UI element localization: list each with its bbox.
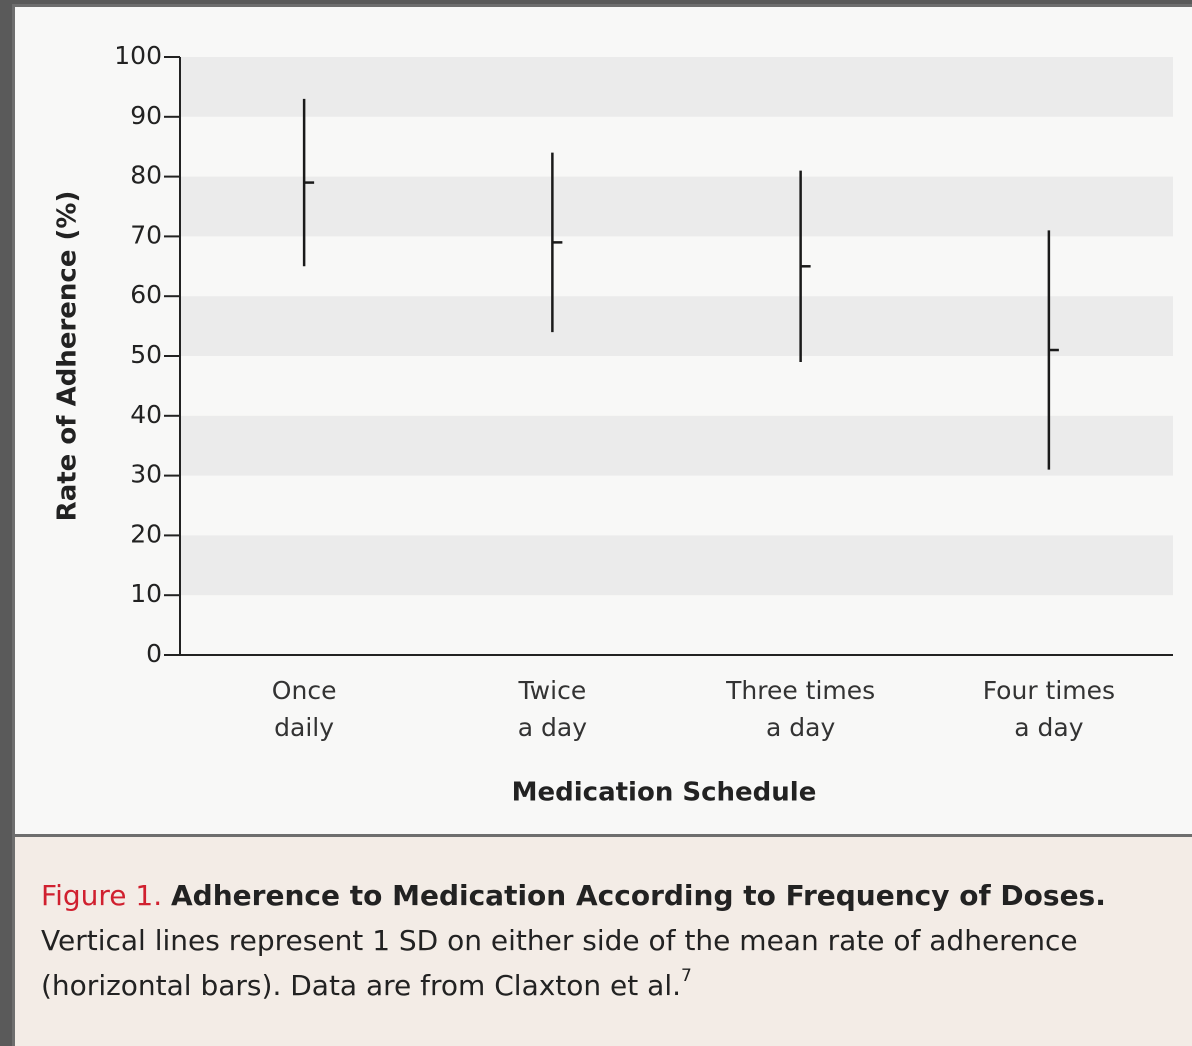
grid-band: [180, 535, 1173, 595]
x-axis-title: Medication Schedule: [512, 778, 817, 808]
y-tick-label: 100: [114, 41, 162, 70]
grid-band: [180, 177, 1173, 237]
y-tick-label: 40: [130, 400, 162, 429]
y-tick-label: 90: [130, 101, 162, 130]
grid-band: [180, 57, 1173, 117]
y-axis-title: Rate of Adherence (%): [53, 191, 83, 522]
y-tick-label: 30: [130, 460, 162, 489]
y-tick-label: 0: [146, 639, 162, 668]
x-tick-label: Four times a day: [929, 672, 1169, 746]
y-tick-label: 50: [130, 340, 162, 369]
caption-title: Adherence to Medication According to Fre…: [171, 879, 1106, 912]
y-tick-label: 70: [130, 220, 162, 249]
grid-band: [180, 416, 1173, 476]
page: Rate of Adherence (%) Medication Schedul…: [0, 0, 1192, 1046]
y-tick-label: 80: [130, 161, 162, 190]
caption-text: Vertical lines represent 1 SD on either …: [41, 924, 1078, 1002]
caption-reference: 7: [681, 966, 692, 986]
caption: Figure 1. Adherence to Medication Accord…: [12, 834, 1192, 1046]
y-tick-label: 20: [130, 519, 162, 548]
y-tick-label: 60: [130, 280, 162, 309]
grid-band: [180, 296, 1173, 356]
y-tick-label: 10: [130, 579, 162, 608]
x-tick-label: Twice a day: [432, 672, 672, 746]
x-tick-label: Once daily: [184, 672, 424, 746]
caption-label: Figure 1.: [41, 879, 162, 912]
x-tick-label: Three times a day: [681, 672, 921, 746]
